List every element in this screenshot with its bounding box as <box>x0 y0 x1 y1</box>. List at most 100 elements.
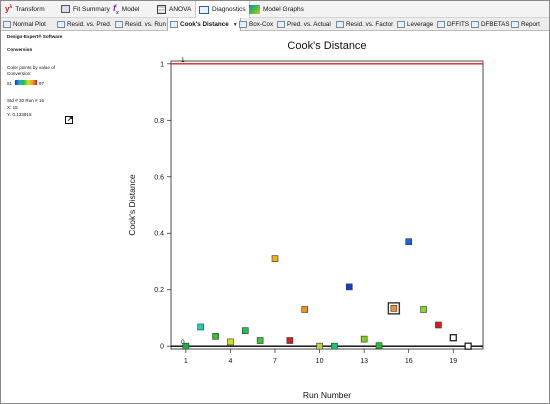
chevron-down-icon[interactable]: ▼ <box>232 21 238 28</box>
tab-pred-vs-actual[interactable]: Pred. vs. Actual <box>277 18 331 30</box>
data-point[interactable] <box>271 255 279 262</box>
resid-vs-pred-icon <box>57 20 65 28</box>
box-cox-icon <box>239 20 247 28</box>
data-point[interactable] <box>390 305 398 312</box>
cooks-distance-chart: Cook's Distance Run Number Cook's Distance… <box>127 40 484 400</box>
pop-out-icon[interactable]: ↗ <box>65 116 73 124</box>
data-point[interactable] <box>182 342 190 350</box>
pred-vs-actual-icon <box>277 20 285 28</box>
x-axis-label: Run Number <box>303 390 351 400</box>
model-graphs-icon <box>249 4 260 14</box>
ribbon-anova-button[interactable]: ANOVA <box>157 1 191 17</box>
y-tick-label: 0 <box>160 344 164 351</box>
x-tick-label: 4 <box>228 358 232 365</box>
fx-icon: fx <box>113 2 119 16</box>
tab-cooks-distance[interactable]: Cook's Distance ▼ <box>167 18 241 31</box>
software-name: Design-Expert® Software <box>7 34 63 39</box>
chart-title: Cook's Distance <box>287 40 366 52</box>
y-axis-label: Cook's Distance <box>127 174 137 235</box>
ribbon-fit-summary-button[interactable]: Fit Summary <box>61 1 110 17</box>
diagnostics-chart-icon <box>199 5 209 14</box>
x-tick-label: 13 <box>360 358 368 365</box>
dffits-icon <box>437 20 445 28</box>
y-tick-label: 0.4 <box>154 231 164 238</box>
tab-dfbetas[interactable]: DFBETAS <box>471 18 510 30</box>
limit-line-label: 1 <box>181 57 185 64</box>
cooks-distance-icon <box>170 21 178 28</box>
tab-label: DFBETAS <box>481 20 510 28</box>
data-point[interactable] <box>405 238 413 246</box>
report-icon <box>511 20 519 28</box>
data-point[interactable] <box>301 306 309 313</box>
data-point[interactable] <box>464 342 472 350</box>
ribbon-model-button[interactable]: fx Model <box>113 1 140 17</box>
ribbon-diagnostics-button[interactable]: Diagnostics <box>195 1 250 18</box>
scale-max: 97 <box>39 81 45 86</box>
tab-report[interactable]: Report <box>511 18 540 30</box>
tab-resid-vs-run[interactable]: Resid. vs. Run <box>115 18 166 30</box>
data-point[interactable] <box>241 327 249 334</box>
data-point[interactable] <box>256 337 264 344</box>
color-scale-bar <box>15 80 37 85</box>
ribbon-label: Model Graphs <box>263 5 304 13</box>
tab-box-cox[interactable]: Box-Cox <box>239 18 273 30</box>
scale-min: 51 <box>7 81 13 86</box>
tab-label: Resid. vs. Factor <box>346 20 394 28</box>
data-point[interactable] <box>286 337 294 344</box>
info-panel: Design-Expert® Software Conversion Color… <box>1 31 101 403</box>
ribbon-label: ANOVA <box>169 5 192 13</box>
data-point[interactable] <box>449 334 457 342</box>
tab-label: Resid. vs. Pred. <box>67 20 112 28</box>
y-lambda-icon: yλ <box>5 4 13 14</box>
x-tick-label: 19 <box>449 358 457 365</box>
ribbon-model-graphs-button[interactable]: Model Graphs <box>249 1 304 17</box>
tab-normal-plot[interactable]: Normal Plot <box>3 18 46 30</box>
data-point[interactable] <box>227 338 234 346</box>
ribbon-transform-button[interactable]: yλ Transform <box>5 1 45 17</box>
anova-table-icon <box>157 4 166 14</box>
tab-leverage[interactable]: Leverage <box>397 18 433 30</box>
x-tick-label: 16 <box>405 358 413 365</box>
color-note-2: Conversion: <box>7 71 32 76</box>
tab-label: Report <box>521 20 540 28</box>
data-point[interactable] <box>316 342 323 350</box>
data-point[interactable] <box>360 335 368 343</box>
y-tick-label: 0.6 <box>154 174 164 181</box>
data-point[interactable] <box>212 332 219 340</box>
ribbon-label: Model <box>121 5 140 13</box>
x-readout: X: 15 <box>7 105 18 110</box>
tab-label: Pred. vs. Actual <box>287 20 331 28</box>
tab-resid-vs-factor[interactable]: Resid. vs. Factor <box>336 18 393 30</box>
data-point[interactable] <box>375 342 383 349</box>
color-note: Color points by value of <box>7 65 56 70</box>
ribbon-label: Transform <box>15 5 45 13</box>
y-readout: Y: 0.133915 <box>7 112 32 117</box>
y-tick-label: 1 <box>160 61 164 68</box>
dfbetas-icon <box>471 20 479 28</box>
tab-label: Leverage <box>407 20 434 28</box>
response-name: Conversion <box>7 47 33 52</box>
data-point[interactable] <box>331 342 338 350</box>
diagnostics-tab-bar: Normal Plot Resid. vs. Pred. Resid. vs. … <box>1 18 549 31</box>
data-point[interactable] <box>345 283 353 291</box>
limit-line-label: 0 <box>181 339 185 346</box>
resid-vs-run-icon <box>115 20 123 28</box>
resid-vs-factor-icon <box>336 20 344 28</box>
y-tick-label: 0.2 <box>154 287 164 294</box>
x-tick-label: 10 <box>316 358 324 365</box>
data-point[interactable] <box>197 323 205 331</box>
tab-resid-vs-pred[interactable]: Resid. vs. Pred. <box>57 18 111 30</box>
tab-dffits[interactable]: DFFITS <box>437 18 469 30</box>
tab-label: Cook's Distance <box>180 21 229 28</box>
selection-info: Std # 20 Run # 15 <box>7 98 45 103</box>
plot-frame <box>170 60 484 350</box>
fit-summary-icon <box>61 5 70 13</box>
leverage-icon <box>397 20 405 28</box>
tab-label: Box-Cox <box>249 20 274 28</box>
ribbon-bar: yλ Transform Fit Summary fx Model ANOVA … <box>1 1 549 18</box>
ribbon-label: Diagnostics <box>212 6 246 13</box>
data-point[interactable] <box>435 321 442 329</box>
selected-point-marker <box>387 302 401 315</box>
data-point[interactable] <box>420 306 427 313</box>
x-tick-label: 7 <box>273 358 277 365</box>
